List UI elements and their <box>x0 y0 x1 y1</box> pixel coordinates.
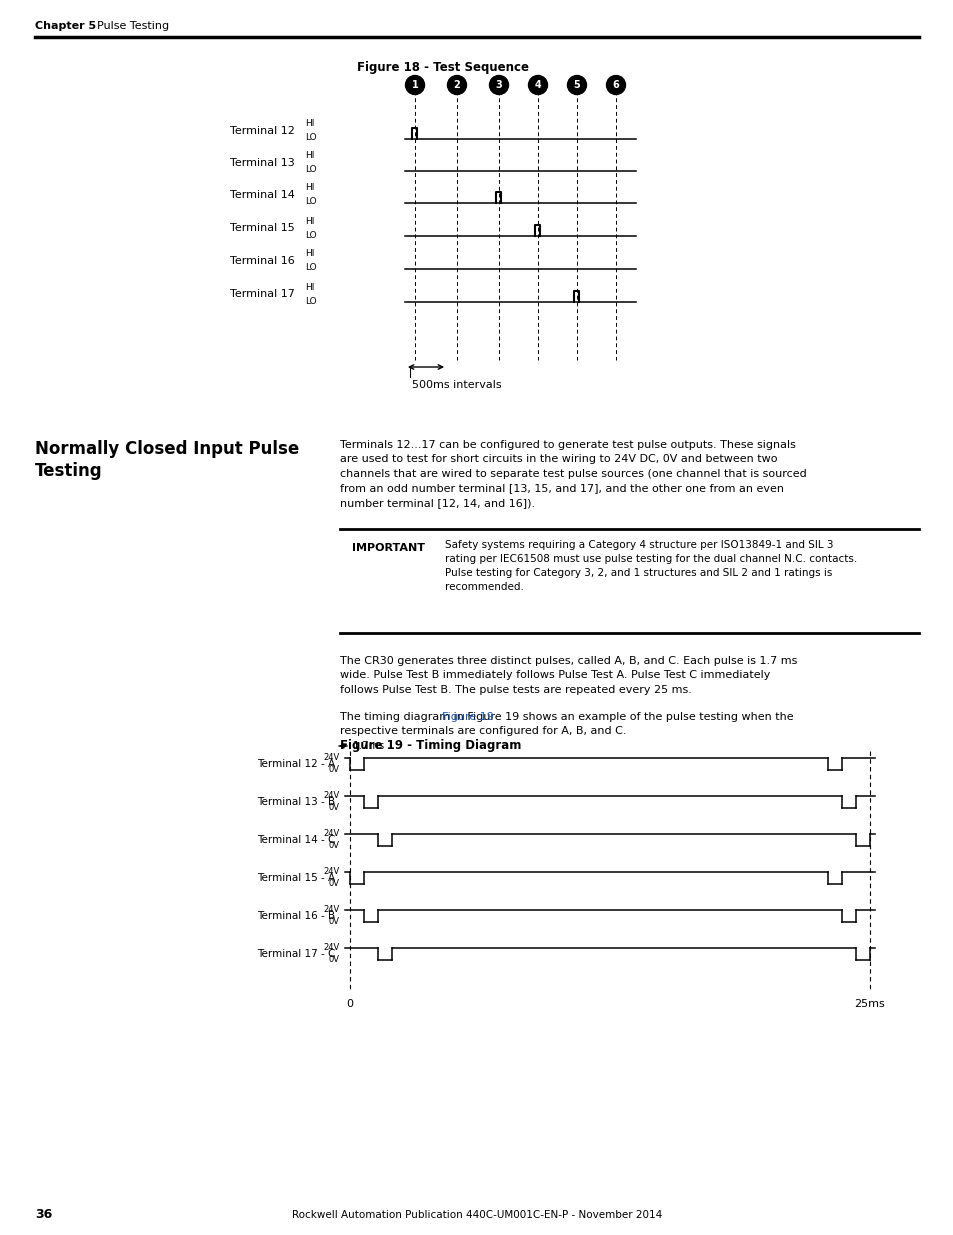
Text: LO: LO <box>305 296 316 305</box>
Text: HI: HI <box>305 249 314 258</box>
Text: 2: 2 <box>453 80 460 90</box>
Text: are used to test for short circuits in the wiring to 24V DC, 0V and between two: are used to test for short circuits in t… <box>339 454 777 464</box>
Circle shape <box>405 75 424 95</box>
Text: number terminal [12, 14, and 16]).: number terminal [12, 14, and 16]). <box>339 498 535 508</box>
Circle shape <box>567 75 586 95</box>
Text: Terminal 12 - A: Terminal 12 - A <box>256 760 335 769</box>
Text: 500ms intervals: 500ms intervals <box>412 380 501 390</box>
Circle shape <box>606 75 625 95</box>
Text: Terminal 14 - C: Terminal 14 - C <box>256 835 335 845</box>
Text: Terminals 12...17 can be configured to generate test pulse outputs. These signal: Terminals 12...17 can be configured to g… <box>339 440 795 450</box>
Text: Terminal 13 - B: Terminal 13 - B <box>256 797 335 806</box>
Text: Terminal 14: Terminal 14 <box>230 190 294 200</box>
Text: LO: LO <box>305 165 316 174</box>
Circle shape <box>447 75 466 95</box>
Text: Terminal 12: Terminal 12 <box>230 126 294 136</box>
Text: 0V: 0V <box>329 956 339 965</box>
Text: 0V: 0V <box>329 804 339 813</box>
Text: Normally Closed Input Pulse: Normally Closed Input Pulse <box>35 440 299 458</box>
Text: 24V: 24V <box>323 905 339 914</box>
Text: from an odd number terminal [13, 15, and 17], and the other one from an even: from an odd number terminal [13, 15, and… <box>339 483 783 494</box>
Text: Figure 19 - Timing Diagram: Figure 19 - Timing Diagram <box>339 740 521 752</box>
Text: 0V: 0V <box>329 766 339 774</box>
Text: LO: LO <box>305 133 316 142</box>
Text: follows Pulse Test B. The pulse tests are repeated every 25 ms.: follows Pulse Test B. The pulse tests ar… <box>339 685 691 695</box>
Text: wide. Pulse Test B immediately follows Pulse Test A. Pulse Test C immediately: wide. Pulse Test B immediately follows P… <box>339 671 770 680</box>
Text: IMPORTANT: IMPORTANT <box>352 543 424 553</box>
Text: Terminal 16: Terminal 16 <box>230 256 294 266</box>
Text: Safety systems requiring a Category 4 structure per ISO13849-1 and SIL 3: Safety systems requiring a Category 4 st… <box>444 540 833 550</box>
Text: 1.7ms: 1.7ms <box>353 741 385 751</box>
Text: 6: 6 <box>612 80 618 90</box>
Text: Rockwell Automation Publication 440C-UM001C-EN-P - November 2014: Rockwell Automation Publication 440C-UM0… <box>292 1210 661 1220</box>
Text: respective terminals are configured for A, B, and C.: respective terminals are configured for … <box>339 726 626 736</box>
Text: 0V: 0V <box>329 918 339 926</box>
Text: Testing: Testing <box>35 462 103 480</box>
Circle shape <box>528 75 547 95</box>
Text: The CR30 generates three distinct pulses, called A, B, and C. Each pulse is 1.7 : The CR30 generates three distinct pulses… <box>339 656 797 666</box>
Text: 5: 5 <box>573 80 579 90</box>
Text: 24V: 24V <box>323 944 339 952</box>
Text: 3: 3 <box>496 80 502 90</box>
Text: Terminal 13: Terminal 13 <box>230 158 294 168</box>
Text: channels that are wired to separate test pulse sources (one channel that is sour: channels that are wired to separate test… <box>339 469 806 479</box>
Text: Chapter 5: Chapter 5 <box>35 21 96 31</box>
Text: Terminal 17: Terminal 17 <box>230 289 294 299</box>
Text: LO: LO <box>305 263 316 273</box>
Text: HI: HI <box>305 184 314 193</box>
Text: Terminal 16 - B: Terminal 16 - B <box>256 911 335 921</box>
Text: Figure 19: Figure 19 <box>441 713 493 722</box>
Text: Figure 18 - Test Sequence: Figure 18 - Test Sequence <box>356 61 529 74</box>
Text: Terminal 15: Terminal 15 <box>230 224 294 233</box>
Text: 25ms: 25ms <box>854 999 884 1009</box>
Text: Pulse testing for Category 3, 2, and 1 structures and SIL 2 and 1 ratings is: Pulse testing for Category 3, 2, and 1 s… <box>444 568 832 578</box>
Text: 36: 36 <box>35 1209 52 1221</box>
Text: HI: HI <box>305 120 314 128</box>
Text: 24V: 24V <box>323 830 339 839</box>
Text: 24V: 24V <box>323 792 339 800</box>
Text: HI: HI <box>305 152 314 161</box>
Text: Terminal 15 - A: Terminal 15 - A <box>256 873 335 883</box>
Text: 1: 1 <box>411 80 418 90</box>
Text: 24V: 24V <box>323 753 339 762</box>
Text: Terminal 17 - C: Terminal 17 - C <box>256 948 335 960</box>
Text: 0V: 0V <box>329 879 339 888</box>
Text: The timing diagram in Figure 19 shows an example of the pulse testing when the: The timing diagram in Figure 19 shows an… <box>339 713 793 722</box>
Text: HI: HI <box>305 216 314 226</box>
Text: Pulse Testing: Pulse Testing <box>97 21 169 31</box>
Text: rating per IEC61508 must use pulse testing for the dual channel N.C. contacts.: rating per IEC61508 must use pulse testi… <box>444 555 857 564</box>
Text: LO: LO <box>305 198 316 206</box>
Text: recommended.: recommended. <box>444 582 523 592</box>
Text: HI: HI <box>305 283 314 291</box>
Circle shape <box>489 75 508 95</box>
Text: 0: 0 <box>346 999 354 1009</box>
Text: LO: LO <box>305 231 316 240</box>
Text: 24V: 24V <box>323 867 339 877</box>
Text: 4: 4 <box>534 80 540 90</box>
Text: 0V: 0V <box>329 841 339 851</box>
